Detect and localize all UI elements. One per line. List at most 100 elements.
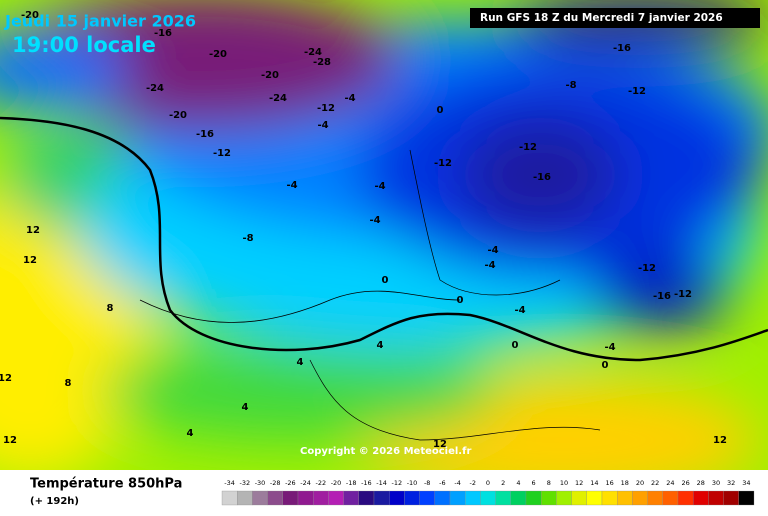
scale-swatch <box>571 490 587 506</box>
isotherm-label: 12 <box>713 435 727 446</box>
scale-swatch <box>465 490 481 506</box>
isotherm-label: -16 <box>533 172 551 183</box>
scale-label: 14 <box>590 479 598 487</box>
isotherm-label: -12 <box>434 158 452 169</box>
isotherm-label: -16 <box>196 129 214 140</box>
isotherm-label: -4 <box>317 120 328 131</box>
date: Jeudi 15 janvier 2026 <box>4 12 196 31</box>
scale-label: -16 <box>361 479 372 487</box>
scale-swatch <box>419 490 435 506</box>
isotherm-label: -8 <box>565 80 576 91</box>
scale-swatch <box>252 490 268 506</box>
scale-swatch <box>449 490 466 506</box>
isotherm-label: -20 <box>169 110 187 121</box>
scale-label: -26 <box>285 479 296 487</box>
scale-swatch <box>221 490 238 506</box>
scale-label: 20 <box>636 479 644 487</box>
isotherm-label: -8 <box>242 233 253 244</box>
isotherm-label: -4 <box>374 181 385 192</box>
scale-swatch <box>404 490 420 506</box>
map-labels: -20-16-20-24-20-16-12-20-24-24-28-12-4-4… <box>0 10 727 450</box>
isotherm-label: 4 <box>297 357 304 368</box>
isotherm-label: -20 <box>209 49 227 60</box>
scale-label: -2 <box>470 479 476 487</box>
isotherm-label: -12 <box>674 289 692 300</box>
isotherm-label: -24 <box>269 93 287 104</box>
isotherm-label: 0 <box>512 340 519 351</box>
scale-label: 32 <box>727 479 735 487</box>
scale-label: -34 <box>224 479 235 487</box>
scale-label: 16 <box>605 479 613 487</box>
run-box <box>470 8 760 28</box>
scale-label: 34 <box>742 479 750 487</box>
scale-label: 22 <box>651 479 659 487</box>
scale-swatch <box>723 490 739 506</box>
scale-label: -10 <box>407 479 418 487</box>
isotherm-label: -20 <box>261 70 279 81</box>
scale-label: -20 <box>331 479 342 487</box>
scale-label: -6 <box>439 479 445 487</box>
isotherm-label: -24 <box>304 47 322 58</box>
scale-label: -12 <box>391 479 402 487</box>
isotherm-label: 4 <box>187 428 194 439</box>
isotherm-label: 8 <box>65 378 72 389</box>
scale-swatch <box>480 490 496 506</box>
isotherm-label: 4 <box>377 340 384 351</box>
scale-label: -30 <box>255 479 266 487</box>
scale-swatch <box>267 490 283 506</box>
scale-swatch <box>297 490 314 506</box>
map-lines <box>0 116 768 441</box>
isotherm-label: 12 <box>0 373 12 384</box>
scale-label: 8 <box>547 479 551 487</box>
isotherm-label: -4 <box>369 215 380 226</box>
isotherm-label: -16 <box>653 291 671 302</box>
copyright: Copyright © 2026 Meteociel.fr <box>300 446 471 457</box>
scale-swatch <box>525 490 542 506</box>
scale-label: -32 <box>239 479 250 487</box>
scale-label: -18 <box>346 479 357 487</box>
isotherm-label: 12 <box>3 435 17 446</box>
scale-swatch <box>282 490 299 506</box>
scale-label: -22 <box>315 479 326 487</box>
isotherm-label: -12 <box>317 103 335 114</box>
scale-label: 30 <box>712 479 720 487</box>
scale-label: 26 <box>681 479 689 487</box>
scale-swatch <box>586 490 603 506</box>
scale-swatch <box>662 490 679 506</box>
isotherm-label: 8 <box>107 303 114 314</box>
isotherm-label: -4 <box>487 245 498 256</box>
isotherm-label: -4 <box>344 93 355 104</box>
scale-label: -14 <box>376 479 387 487</box>
scale-label: 0 <box>486 479 490 487</box>
scale-swatch <box>708 490 724 506</box>
scale-label: -8 <box>424 479 430 487</box>
isotherm-label: 0 <box>437 105 444 116</box>
isotherm-label: -12 <box>628 86 646 97</box>
scale-swatch <box>343 490 359 506</box>
scale-label: 18 <box>621 479 629 487</box>
isotherm-label: -16 <box>613 43 631 54</box>
footer-title: Température 850hPa <box>30 477 182 492</box>
scale-label: 10 <box>560 479 568 487</box>
scale-swatch <box>495 490 511 506</box>
isotherm-label: 12 <box>26 225 40 236</box>
isotherm-label: -4 <box>484 260 495 271</box>
isotherm-label: 0 <box>457 295 464 306</box>
scale-label: 12 <box>575 479 583 487</box>
isotherm-label: -4 <box>604 342 615 353</box>
run-info: Run GFS 18 Z du Mercredi 7 janvier 2026 <box>480 12 723 24</box>
isotherm-label: -12 <box>638 263 656 274</box>
scale-swatch <box>358 490 375 506</box>
isotherm-label: -4 <box>286 180 297 191</box>
temperature-field <box>0 0 768 500</box>
scale-swatch <box>738 490 755 506</box>
isotherm-label: -16 <box>154 28 172 39</box>
scale-swatch <box>541 490 557 506</box>
time: 19:00 locale <box>12 33 156 57</box>
isotherm-label: 0 <box>382 275 389 286</box>
isotherm-label: 12 <box>23 255 37 266</box>
color-scale: -34 -32 -30 -28 -26 -24 -22 -20 -18 -16 -14 -12 -10-… <box>221 479 755 506</box>
isotherm-label: -12 <box>213 148 231 159</box>
isotherm-label: -20 <box>21 10 39 21</box>
